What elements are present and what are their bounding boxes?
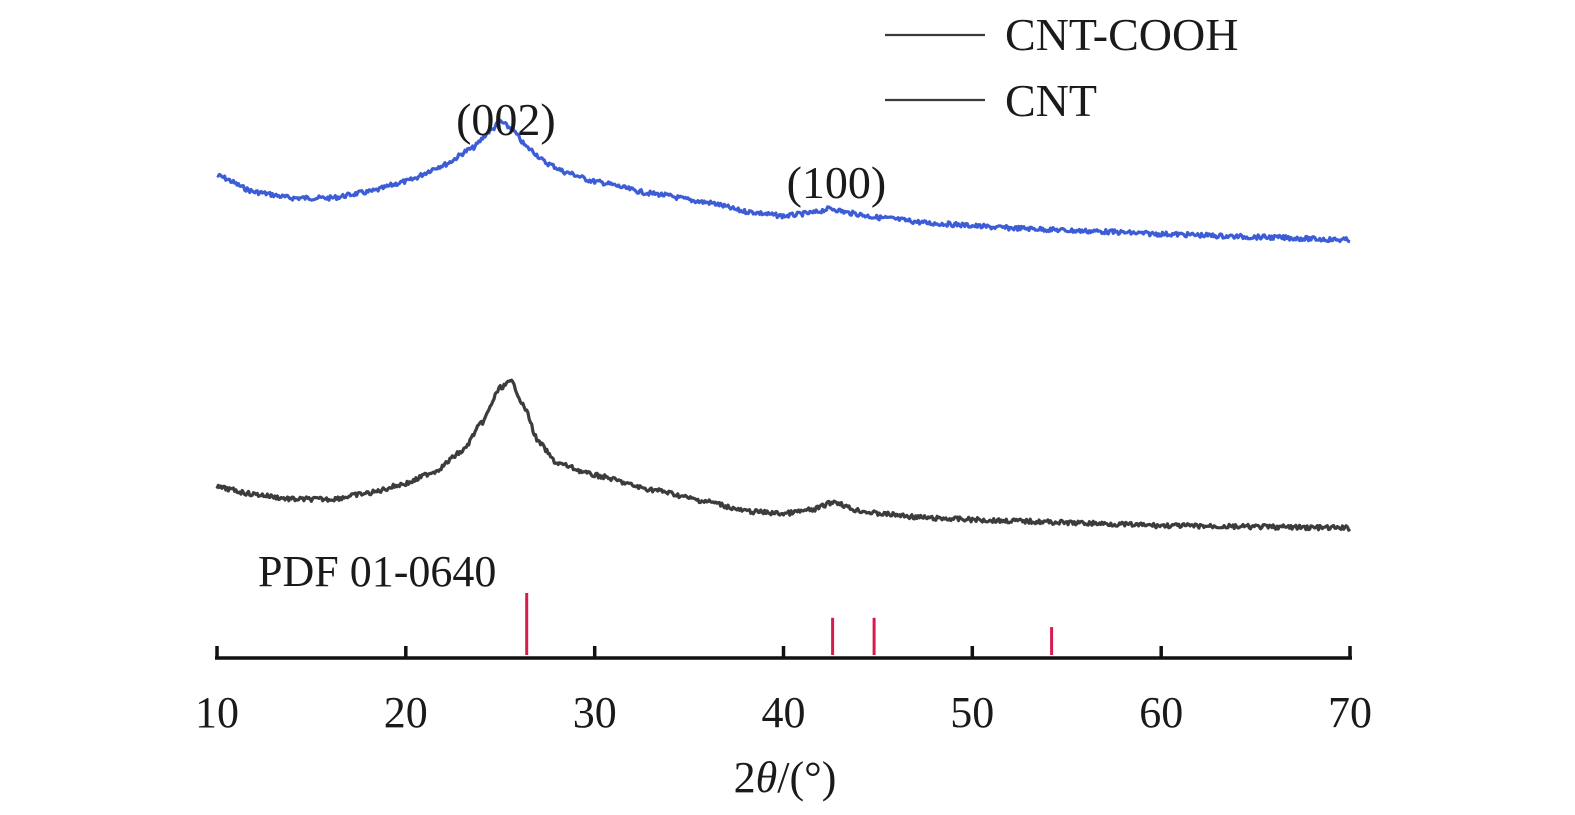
reference-label: PDF 01-0640 (258, 547, 496, 596)
x-tick-label: 20 (384, 688, 428, 737)
x-tick-label: 70 (1328, 688, 1372, 737)
peak-label-100: (100) (787, 157, 887, 208)
x-axis-title: 2θ/(°) (734, 753, 837, 802)
series-line-cnt (215, 378, 1352, 532)
legend: CNT-COOH CNT (885, 9, 1238, 126)
x-tick-label: 10 (195, 688, 239, 737)
x-tick-label: 40 (762, 688, 806, 737)
reference-lines (525, 593, 1054, 655)
x-axis: 10 20 30 40 50 60 70 (195, 646, 1372, 737)
series-line-cnt-cooh (216, 118, 1351, 244)
x-tick-label: 50 (950, 688, 994, 737)
legend-label-cnt-cooh: CNT-COOH (1005, 9, 1238, 60)
peak-label-002: (002) (456, 94, 556, 145)
x-tick-label: 30 (573, 688, 617, 737)
series-layer (215, 118, 1352, 532)
legend-label-cnt: CNT (1005, 75, 1097, 126)
peak-labels: (002) (100) (456, 94, 886, 208)
x-tick-label: 60 (1139, 688, 1183, 737)
